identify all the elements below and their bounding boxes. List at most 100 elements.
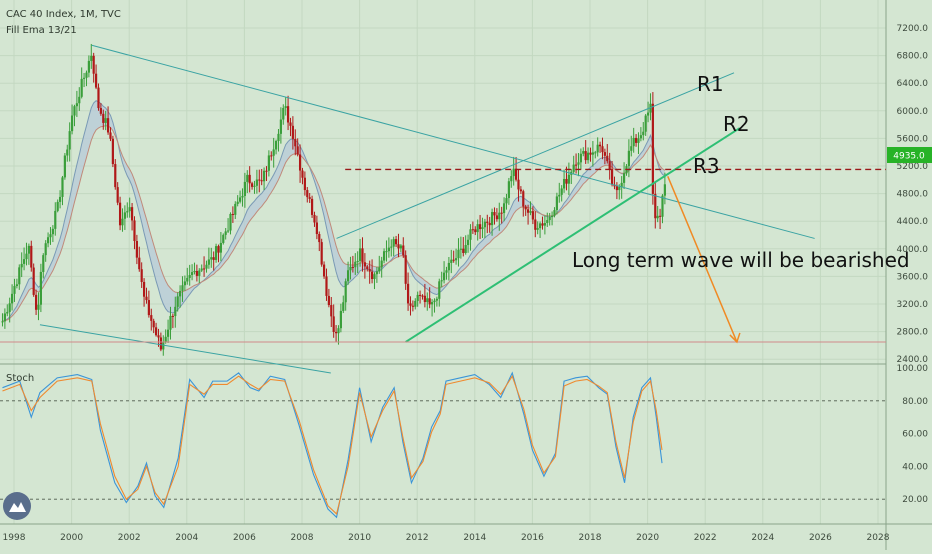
candle-body[interactable] <box>18 267 21 285</box>
candle-body[interactable] <box>212 257 215 260</box>
candle-body[interactable] <box>243 181 246 196</box>
candle-body[interactable] <box>457 249 460 259</box>
candle-body[interactable] <box>618 186 621 191</box>
candle-body[interactable] <box>591 152 594 155</box>
candle-body[interactable] <box>272 149 275 156</box>
candle-body[interactable] <box>399 245 402 249</box>
candle-body[interactable] <box>375 271 378 275</box>
candle-body[interactable] <box>438 281 441 299</box>
candle-body[interactable] <box>586 152 590 161</box>
candle-body[interactable] <box>332 316 335 332</box>
candle-body[interactable] <box>94 73 98 88</box>
candle-body[interactable] <box>178 290 182 297</box>
candle-body[interactable] <box>546 220 549 223</box>
candle-body[interactable] <box>188 275 191 278</box>
upper-rising-channel-line[interactable] <box>336 72 735 239</box>
candle-body[interactable] <box>394 239 398 245</box>
candle-body[interactable] <box>534 219 537 230</box>
candle-body[interactable] <box>579 153 582 163</box>
candle-body[interactable] <box>430 302 434 305</box>
candle-body[interactable] <box>181 285 184 291</box>
candle-body[interactable] <box>262 170 266 182</box>
candle-body[interactable] <box>246 174 249 182</box>
candle-body[interactable] <box>20 263 23 268</box>
projection-arrow-line[interactable] <box>667 176 738 343</box>
candle-body[interactable] <box>75 103 78 107</box>
candle-body[interactable] <box>270 155 273 157</box>
candle-body[interactable] <box>524 206 527 210</box>
candle-body[interactable] <box>596 144 599 153</box>
candle-body[interactable] <box>450 259 453 263</box>
candle-body[interactable] <box>642 131 645 136</box>
candle-body[interactable] <box>253 185 256 187</box>
candle-body[interactable] <box>577 162 580 165</box>
candle-body[interactable] <box>142 281 146 297</box>
candle-body[interactable] <box>529 211 532 213</box>
candle-body[interactable] <box>421 295 424 297</box>
candle-body[interactable] <box>66 149 69 156</box>
candle-body[interactable] <box>366 266 369 270</box>
candle-body[interactable] <box>483 221 486 228</box>
candle-body[interactable] <box>594 152 597 154</box>
candle-body[interactable] <box>152 320 155 328</box>
candle-body[interactable] <box>207 259 210 265</box>
candle-body[interactable] <box>301 170 304 178</box>
candle-body[interactable] <box>574 164 578 166</box>
lower-channel-line[interactable] <box>39 324 331 374</box>
candle-body[interactable] <box>423 295 426 303</box>
candle-body[interactable] <box>56 201 59 211</box>
candle-body[interactable] <box>226 230 230 232</box>
candle-body[interactable] <box>404 255 407 284</box>
candle-body[interactable] <box>639 135 642 139</box>
candle-body[interactable] <box>174 306 177 317</box>
candle-body[interactable] <box>106 118 110 133</box>
candle-body[interactable] <box>334 331 338 334</box>
candle-body[interactable] <box>260 180 263 182</box>
candle-body[interactable] <box>214 246 218 260</box>
candle-body[interactable] <box>327 295 330 306</box>
candle-body[interactable] <box>202 268 206 270</box>
candle-body[interactable] <box>447 262 450 271</box>
candle-body[interactable] <box>589 152 592 155</box>
candle-body[interactable] <box>97 87 100 109</box>
trend-drawings[interactable] <box>0 44 886 374</box>
candle-body[interactable] <box>210 257 213 260</box>
candle-body[interactable] <box>15 284 18 287</box>
candle-body[interactable] <box>337 328 340 334</box>
candle-body[interactable] <box>464 245 467 253</box>
candle-body[interactable] <box>171 315 174 317</box>
candle-body[interactable] <box>454 258 458 261</box>
candle-body[interactable] <box>500 212 503 214</box>
candle-body[interactable] <box>205 264 208 269</box>
candle-body[interactable] <box>522 191 525 207</box>
candle-body[interactable] <box>279 119 282 134</box>
candle-body[interactable] <box>186 277 189 282</box>
candle-body[interactable] <box>510 176 513 182</box>
candle-body[interactable] <box>382 251 386 261</box>
candle-body[interactable] <box>73 106 76 116</box>
candle-body[interactable] <box>402 245 405 256</box>
candle-body[interactable] <box>387 247 390 252</box>
candle-body[interactable] <box>3 313 6 322</box>
candle-body[interactable] <box>416 294 419 301</box>
candle-body[interactable] <box>162 342 165 350</box>
candle-body[interactable] <box>344 281 347 303</box>
candle-body[interactable] <box>116 187 119 203</box>
candle-body[interactable] <box>104 118 107 123</box>
candle-body[interactable] <box>346 270 350 282</box>
candle-body[interactable] <box>111 138 114 165</box>
candle-body[interactable] <box>322 264 326 277</box>
candle-body[interactable] <box>584 151 587 161</box>
candle-body[interactable] <box>294 138 297 147</box>
candle-body[interactable] <box>409 303 412 306</box>
candle-body[interactable] <box>608 161 611 170</box>
candle-body[interactable] <box>238 197 242 202</box>
candle-body[interactable] <box>550 215 554 218</box>
candle-body[interactable] <box>255 179 258 186</box>
candle-body[interactable] <box>517 179 520 190</box>
candle-body[interactable] <box>138 257 141 270</box>
candle-body[interactable] <box>25 253 28 260</box>
candle-body[interactable] <box>159 337 162 350</box>
candle-body[interactable] <box>315 222 318 235</box>
candle-body[interactable] <box>8 303 11 312</box>
